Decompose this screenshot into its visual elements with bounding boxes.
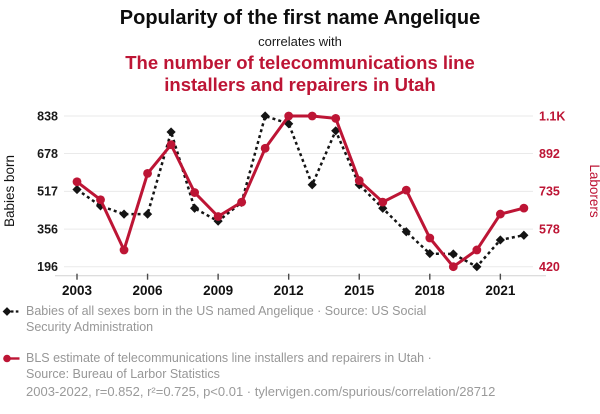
secondary-title: The number of telecommunications line in… bbox=[0, 52, 600, 96]
svg-text:2003: 2003 bbox=[62, 283, 93, 298]
svg-text:196: 196 bbox=[37, 260, 58, 274]
gridlines bbox=[64, 115, 533, 268]
chart-header: Popularity of the first name Angelique c… bbox=[0, 0, 600, 96]
x-axis: 2003 2006 2009 2012 2015 2018 2021 bbox=[55, 273, 546, 298]
legend-babies-line-2: Security Administration bbox=[26, 320, 154, 334]
legend-label-laborers: BLS estimate of telecommunications line … bbox=[26, 350, 476, 382]
right-axis-title: Laborers bbox=[587, 164, 600, 218]
legend-laborers-line-1: BLS estimate of telecommunications line … bbox=[26, 351, 432, 365]
svg-text:578: 578 bbox=[539, 222, 560, 236]
legend-item-laborers: BLS estimate of telecommunications line … bbox=[0, 348, 600, 382]
legend-laborers-line-2: Source: Bureau of Larbor Statistics bbox=[26, 367, 220, 381]
correlates-with-text: correlates with bbox=[258, 34, 342, 49]
svg-text:2012: 2012 bbox=[274, 283, 304, 298]
chart-legend: Babies of all sexes born in the US named… bbox=[0, 301, 600, 395]
secondary-title-line-1: The number of telecommunications line bbox=[125, 52, 475, 73]
svg-text:678: 678 bbox=[37, 147, 58, 161]
chart-footnote: 2003-2022, r=0.852, r²=0.725, p<0.01 · t… bbox=[26, 384, 496, 399]
svg-text:356: 356 bbox=[37, 222, 58, 236]
svg-text:1.1K: 1.1K bbox=[539, 109, 565, 123]
svg-text:2006: 2006 bbox=[133, 283, 164, 298]
series-laborers bbox=[72, 111, 529, 272]
svg-text:2021: 2021 bbox=[485, 283, 516, 298]
secondary-title-line-2: installers and repairers in Utah bbox=[164, 74, 436, 95]
svg-text:838: 838 bbox=[37, 109, 58, 123]
svg-text:2015: 2015 bbox=[344, 283, 375, 298]
red-circle-solid-icon bbox=[3, 354, 20, 363]
left-axis-title: Babies born bbox=[2, 155, 17, 227]
svg-text:735: 735 bbox=[539, 185, 560, 199]
legend-item-babies: Babies of all sexes born in the US named… bbox=[0, 301, 600, 335]
svg-text:2018: 2018 bbox=[415, 283, 446, 298]
left-axis-tick-labels: 196 356 517 678 838 bbox=[37, 109, 58, 274]
right-axis-tick-labels: 420 578 735 892 1.1K bbox=[539, 109, 565, 274]
legend-label-babies: Babies of all sexes born in the US named… bbox=[26, 303, 476, 335]
chart-area: 196 356 517 678 838 420 578 735 892 1.1K 2003 2006 2… bbox=[0, 98, 600, 298]
svg-text:420: 420 bbox=[539, 260, 560, 274]
legend-babies-line-1: Babies of all sexes born in the US named… bbox=[26, 304, 427, 318]
page-title: Popularity of the first name Angelique bbox=[119, 7, 481, 29]
black-diamond-dashed-icon bbox=[2, 307, 20, 316]
svg-text:517: 517 bbox=[37, 185, 58, 199]
svg-text:2009: 2009 bbox=[203, 283, 233, 298]
svg-text:892: 892 bbox=[539, 147, 560, 161]
